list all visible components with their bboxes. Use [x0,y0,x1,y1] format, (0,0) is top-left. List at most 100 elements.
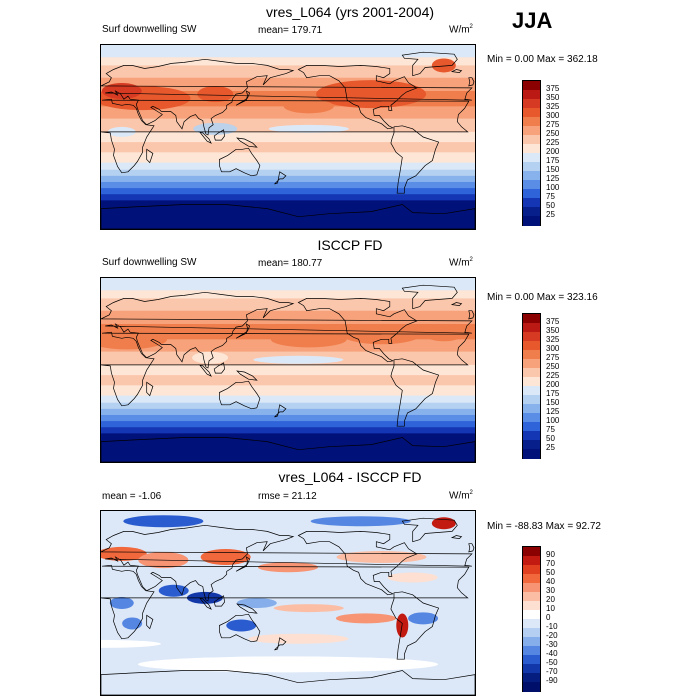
colorbar-tick-label: 200 [546,147,560,156]
colorbar-segment [523,350,540,360]
colorbar-tick-label: 25 [546,443,555,452]
colorbar-segment [523,386,540,396]
colorbar-segment [523,135,540,145]
colorbar-tick-label: 225 [546,371,560,380]
colorbar-segment [523,323,540,333]
colorbar-segment [523,664,540,674]
colorbar-segment [523,682,540,692]
colorbar-segment [523,565,540,575]
colorbar-tick-label: -20 [546,631,558,640]
colorbar-tick-label: 200 [546,380,560,389]
colorbar-segment [523,171,540,181]
colorbar-tick-label: 350 [546,326,560,335]
colorbar-segment [523,207,540,217]
colorbar-tick-label: -40 [546,649,558,658]
colorbar-tick-label: 300 [546,111,560,120]
colorbar-segment [523,449,540,459]
colorbar-segment [523,99,540,109]
colorbar-segment [523,422,540,432]
colorbar-tick-label: 275 [546,120,560,129]
colorbar-segment [523,556,540,566]
colorbar-tick-label: 100 [546,183,560,192]
colorbar-tick-label: -90 [546,676,558,685]
panel-2-colorbar [522,313,541,459]
colorbar-segment [523,198,540,208]
colorbar-tick-label: 90 [546,550,555,559]
colorbar-tick-label: 50 [546,568,555,577]
colorbar-tick-label: 40 [546,577,555,586]
colorbar-segment [523,189,540,199]
colorbar-tick-label: -50 [546,658,558,667]
panel-1-colorbar [522,80,541,226]
panel-2-mean-label: mean= 180.77 [258,258,323,269]
colorbar-tick-label: 125 [546,407,560,416]
colorbar-segment [523,216,540,226]
colorbar-tick-label: 325 [546,335,560,344]
colorbar-segment [523,592,540,602]
colorbar-tick-label: 225 [546,138,560,147]
colorbar-tick-label: 300 [546,344,560,353]
colorbar-segment [523,90,540,100]
colorbar-tick-label: 350 [546,93,560,102]
colorbar-tick-label: 70 [546,559,555,568]
colorbar-segment [523,610,540,620]
colorbar-segment [523,583,540,593]
colorbar-tick-label: 175 [546,389,560,398]
colorbar-tick-label: 50 [546,434,555,443]
colorbar-tick-label: 175 [546,156,560,165]
panel-1-mean-label: mean= 179.71 [258,25,323,36]
colorbar-tick-label: 150 [546,398,560,407]
colorbar-segment [523,359,540,369]
panel-1-title: vres_L064 (yrs 2001-2004) [265,4,435,20]
colorbar-segment [523,153,540,163]
colorbar-tick-label: 375 [546,317,560,326]
colorbar-tick-label: 75 [546,192,555,201]
colorbar-segment [523,117,540,127]
colorbar-tick-label: 50 [546,201,555,210]
colorbar-segment [523,126,540,136]
panel-2-title: ISCCP FD [317,237,383,253]
colorbar-segment [523,673,540,683]
colorbar-tick-label: -30 [546,640,558,649]
colorbar-segment [523,108,540,118]
panel-2-variable-label: Surf downwelling SW [102,257,197,268]
colorbar-segment [523,314,540,324]
panel-3-colorbar [522,546,541,692]
panel-1-variable-label: Surf downwelling SW [102,24,197,35]
colorbar-tick-label: 375 [546,84,560,93]
panel-1-units: W/m2 [449,24,473,36]
panel-1-min-max: Min = 0.00 Max = 362.18 [487,54,598,65]
panel-2-map [100,277,476,463]
colorbar-segment [523,440,540,450]
panel-3-rmse-label: rmse = 21.12 [258,491,317,502]
colorbar-segment [523,180,540,190]
colorbar-tick-label: 0 [546,613,551,622]
colorbar-segment [523,404,540,414]
colorbar-segment [523,377,540,387]
colorbar-segment [523,547,540,557]
colorbar-tick-label: 125 [546,174,560,183]
panel-3-title: vres_L064 - ISCCP FD [278,469,422,485]
colorbar-segment [523,655,540,665]
panel-3-mean-label: mean = -1.06 [102,491,162,502]
colorbar-segment [523,395,540,405]
panel-3-units: W/m2 [449,490,473,502]
colorbar-segment [523,431,540,441]
panel-3-map [100,510,476,696]
panel-1-map [100,44,476,230]
colorbar-tick-label: 250 [546,129,560,138]
colorbar-tick-label: 75 [546,425,555,434]
colorbar-tick-label: 25 [546,210,555,219]
colorbar-tick-label: 325 [546,102,560,111]
colorbar-segment [523,144,540,154]
panel-2-units: W/m2 [449,257,473,269]
panel-2-min-max: Min = 0.00 Max = 323.16 [487,292,598,303]
colorbar-segment [523,81,540,91]
colorbar-tick-label: -70 [546,667,558,676]
colorbar-tick-label: 250 [546,362,560,371]
colorbar-segment [523,162,540,172]
colorbar-segment [523,646,540,656]
colorbar-segment [523,332,540,342]
colorbar-tick-label: 20 [546,595,555,604]
colorbar-tick-label: 150 [546,165,560,174]
